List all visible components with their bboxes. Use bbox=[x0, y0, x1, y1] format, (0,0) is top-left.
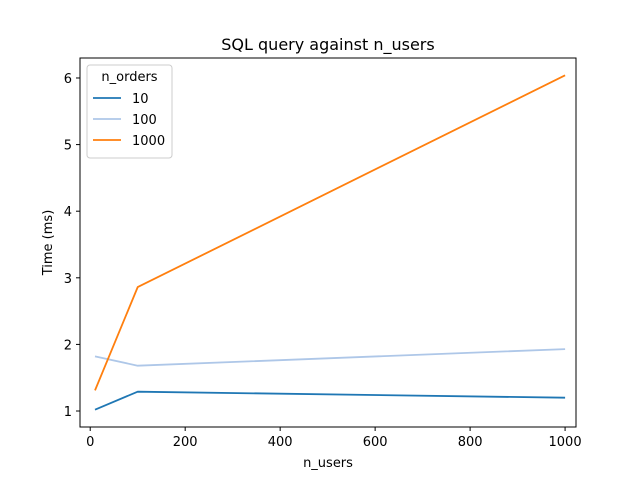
y-tick-label: 6 bbox=[64, 72, 72, 87]
x-tick-label: 600 bbox=[363, 435, 388, 450]
y-tick-label: 1 bbox=[64, 405, 72, 420]
x-tick-label: 0 bbox=[86, 435, 94, 450]
y-axis: 1 2 3 4 5 6 bbox=[64, 72, 80, 420]
series-lines bbox=[94, 74, 566, 411]
legend-box bbox=[86, 64, 173, 159]
y-tick-label: 4 bbox=[64, 205, 72, 220]
axes-frame bbox=[79, 57, 577, 428]
series-line-1000 bbox=[94, 74, 566, 391]
legend-label-1000: 1000 bbox=[132, 134, 165, 149]
y-tick-label: 5 bbox=[64, 139, 72, 154]
y-axis-label: Time (ms) bbox=[41, 210, 56, 277]
legend-label-10: 10 bbox=[132, 92, 149, 107]
x-tick-label: 800 bbox=[458, 435, 483, 450]
x-tick-label: 400 bbox=[268, 435, 293, 450]
y-tick-label: 2 bbox=[64, 338, 72, 353]
series-line-100 bbox=[94, 348, 566, 367]
series-line-10 bbox=[94, 390, 566, 411]
legend: n_orders 10 100 1000 bbox=[86, 64, 173, 159]
plot-area: 0 200 400 600 800 1000 1 2 3 4 5 6 n_orders 10 100 10… bbox=[64, 57, 582, 450]
y-tick-label: 3 bbox=[64, 272, 72, 287]
x-tick-label: 200 bbox=[173, 435, 198, 450]
legend-title: n_orders bbox=[101, 70, 157, 85]
chart-title: SQL query against n_users bbox=[221, 35, 434, 55]
x-axis-label: n_users bbox=[303, 456, 353, 471]
x-tick-label: 1000 bbox=[549, 435, 582, 450]
legend-label-100: 100 bbox=[132, 113, 157, 128]
x-axis: 0 200 400 600 800 1000 bbox=[86, 427, 582, 450]
